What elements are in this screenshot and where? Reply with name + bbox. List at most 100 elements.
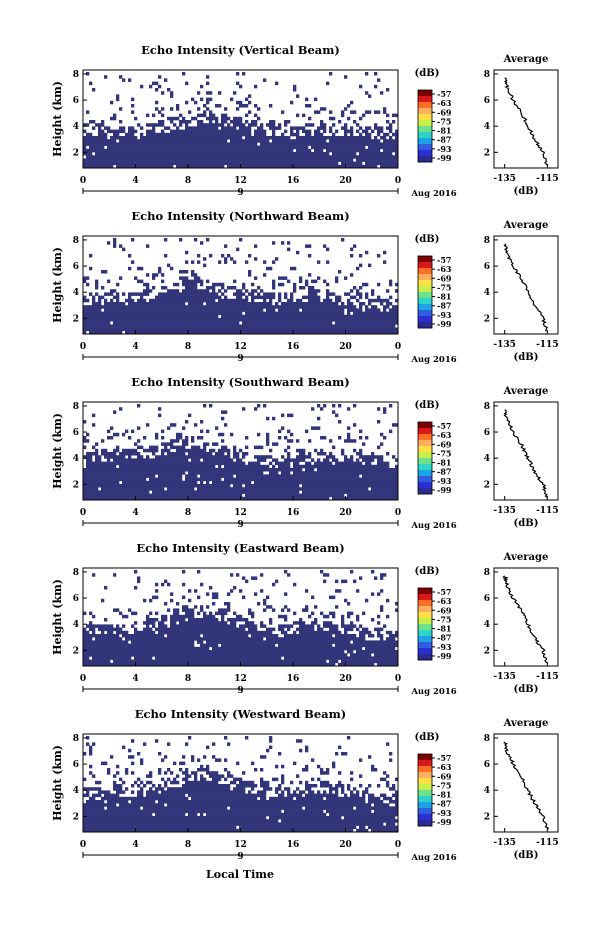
heatmap-cell: [137, 468, 141, 472]
heatmap-cell: [176, 318, 180, 322]
heatmap-cell: [101, 330, 105, 335]
heatmap-cell: [92, 295, 96, 300]
heatmap-cell: [290, 305, 294, 309]
heatmap-cell: [203, 145, 207, 150]
heatmap-cell: [233, 298, 237, 303]
heatmap-cell: [341, 461, 345, 466]
heatmap-cell: [275, 458, 279, 462]
heatmap-cell: [95, 286, 99, 290]
heatmap-cell: [242, 318, 246, 322]
heatmap-cell: [113, 244, 117, 248]
heatmap-cell: [221, 493, 225, 498]
heatmap-cell: [356, 129, 360, 134]
heatmap-cell: [305, 142, 309, 146]
heatmap-cell: [209, 152, 213, 156]
heatmap-cell: [302, 139, 306, 143]
heatmap-cell: [140, 308, 144, 312]
heatmap-cell: [287, 152, 291, 156]
heatmap-cell: [260, 487, 264, 491]
heatmap-cell: [119, 314, 123, 319]
heatmap-cell: [203, 487, 207, 491]
heatmap-cell: [206, 458, 210, 462]
heatmap-cell: [209, 113, 213, 118]
heatmap-cell: [200, 279, 204, 284]
heatmap-cell: [311, 477, 315, 482]
heatmap-cell: [254, 161, 258, 166]
heatmap-cell: [203, 298, 207, 303]
heatmap-cell: [101, 270, 105, 274]
heatmap-cell: [233, 496, 237, 501]
heatmap-cell: [380, 314, 384, 319]
profile-title: Average: [503, 386, 549, 397]
heatmap-cell: [275, 484, 279, 488]
heatmap-cell: [185, 164, 189, 169]
heatmap-cell: [392, 148, 396, 153]
heatmap-cell: [293, 308, 297, 312]
heatmap-cell: [224, 445, 228, 450]
heatmap-cell: [149, 158, 153, 162]
heatmap-cell: [239, 487, 243, 491]
heatmap-cell: [362, 142, 366, 146]
heatmap-cell: [275, 305, 279, 309]
heatmap-cell: [104, 493, 108, 498]
heatmap-cell: [269, 155, 273, 159]
heatmap-cell: [317, 155, 321, 159]
heatmap-cell: [320, 490, 324, 494]
heatmap-cell: [89, 461, 93, 466]
heatmap-cell: [131, 484, 135, 488]
heatmap-cell: [161, 120, 165, 124]
heatmap-cell: [248, 155, 252, 159]
heatmap-cell: [218, 321, 222, 325]
heatmap-cell: [158, 311, 162, 316]
heatmap-cell: [359, 314, 363, 319]
heatmap-cell: [392, 327, 396, 332]
heatmap-cell: [344, 484, 348, 488]
heatmap-cell: [329, 116, 333, 121]
heatmap-cell: [155, 455, 159, 459]
heatmap-cell: [131, 634, 135, 638]
heatmap-cell: [302, 142, 306, 146]
heatmap-cell: [257, 107, 261, 111]
heatmap-cell: [104, 324, 108, 328]
heatmap-cell: [368, 493, 372, 498]
heatmap-cell: [314, 142, 318, 146]
heatmap-cell: [170, 136, 174, 140]
heatmap-cell: [149, 324, 153, 328]
heatmap-cell: [200, 314, 204, 319]
colorbar-tick-label: -81: [437, 458, 451, 468]
heatmap-cell: [386, 484, 390, 488]
heatmap-cell: [161, 158, 165, 162]
heatmap-cell: [83, 656, 87, 660]
heatmap-cell: [218, 493, 222, 498]
heatmap-cell: [299, 161, 303, 166]
heatmap-cell: [290, 474, 294, 478]
heatmap-cell: [329, 324, 333, 328]
heatmap-cell: [110, 136, 114, 140]
heatmap-cell: [365, 458, 369, 462]
heatmap-cell: [191, 302, 195, 306]
heatmap-cell: [161, 464, 165, 469]
heatmap-cell: [98, 327, 102, 332]
heatmap-cell: [263, 139, 267, 143]
heatmap-cell: [359, 155, 363, 159]
heatmap-cell: [170, 452, 174, 456]
heatmap-cell: [131, 496, 135, 501]
heatmap-cell: [140, 126, 144, 130]
heatmap-cell: [383, 410, 387, 414]
heatmap-cell: [182, 139, 186, 143]
heatmap-cell: [314, 484, 318, 488]
heatmap-cell: [365, 152, 369, 156]
heatmap-cell: [386, 311, 390, 316]
heatmap-cell: [185, 311, 189, 316]
heatmap-cell: [347, 158, 351, 162]
heatmap-cell: [257, 404, 261, 408]
heatmap-cell: [320, 311, 324, 316]
heatmap-cell: [98, 132, 102, 137]
heatmap-cell: [104, 292, 108, 296]
heatmap-cell: [311, 305, 315, 309]
heatmap-cell: [209, 496, 213, 501]
heatmap-cell: [341, 327, 345, 332]
heatmap-cell: [95, 480, 99, 485]
heatmap-cell: [125, 614, 129, 619]
